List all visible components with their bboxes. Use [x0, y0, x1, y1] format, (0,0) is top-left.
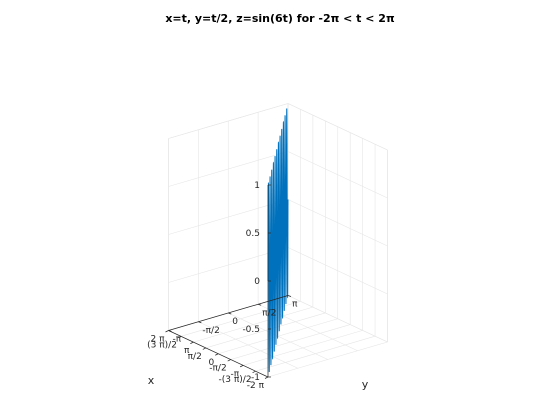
x-tick-mark: [239, 365, 244, 368]
z-tick-label: -1: [251, 373, 260, 383]
y-tick-mark: [168, 330, 172, 332]
x-tick-label: π/2: [188, 352, 202, 362]
y-tick-label: π/2: [262, 308, 276, 318]
x-tick-label: -(3 π)/2: [219, 375, 252, 385]
y-tick-mark: [198, 321, 202, 324]
z-tick-label: 0.5: [246, 229, 260, 239]
z-tick-label: 1: [254, 181, 260, 191]
x-tick-mark: [190, 341, 194, 344]
y-tick-label: -π: [173, 335, 182, 345]
z-gridline-backwall-x: [287, 295, 388, 343]
z-gridline-backwall-y: [168, 151, 289, 187]
x-tick-mark: [227, 359, 231, 362]
axis-layer: -2 π-(3 π)/2-π-π/20π/2π(3 π)/22 π -π-π/20…: [147, 181, 298, 391]
x-tick-label: -2 π: [247, 381, 265, 391]
x-tick-label: -π: [230, 369, 239, 379]
x-tick-mark: [252, 370, 256, 374]
y-axis-label: y: [362, 378, 369, 391]
y-tick-label: -π/2: [202, 326, 219, 336]
y-tick-mark: [287, 295, 292, 297]
x-tick-label: 0: [209, 358, 215, 368]
curve-layer: [267, 108, 289, 373]
x-tick-mark: [202, 347, 206, 350]
series-line: [267, 108, 289, 373]
x-axis-label: x: [148, 374, 155, 387]
z-tick-label: 0: [254, 277, 260, 287]
y-tick-mark: [258, 303, 262, 306]
x-tick-label: 2 π: [150, 335, 165, 345]
x-tick-mark: [215, 353, 219, 356]
x-tick-label: (3 π)/2: [147, 340, 177, 350]
y-tick-label: π: [292, 300, 298, 310]
z-gridline-backwall-x: [287, 199, 388, 247]
z-tick-label: -0.5: [242, 325, 260, 335]
x-tick-label: -π/2: [209, 364, 226, 374]
y-tick-mark: [228, 312, 232, 315]
box-edge: [168, 103, 289, 139]
y-tick-label: 0: [232, 317, 238, 327]
x-tick-mark: [165, 330, 169, 333]
x-tick-mark: [264, 376, 269, 379]
x-tick-mark: [177, 335, 182, 339]
box-edge: [287, 103, 388, 151]
z-gridline-backwall-x: [287, 151, 388, 199]
z-gridline-backwall-x: [287, 247, 388, 295]
y-gridline-floor: [198, 321, 299, 369]
chart-title: x=t, y=t/2, z=sin(6t) for -2π < t < 2π: [165, 12, 395, 25]
x-tick-label: π: [184, 346, 190, 356]
